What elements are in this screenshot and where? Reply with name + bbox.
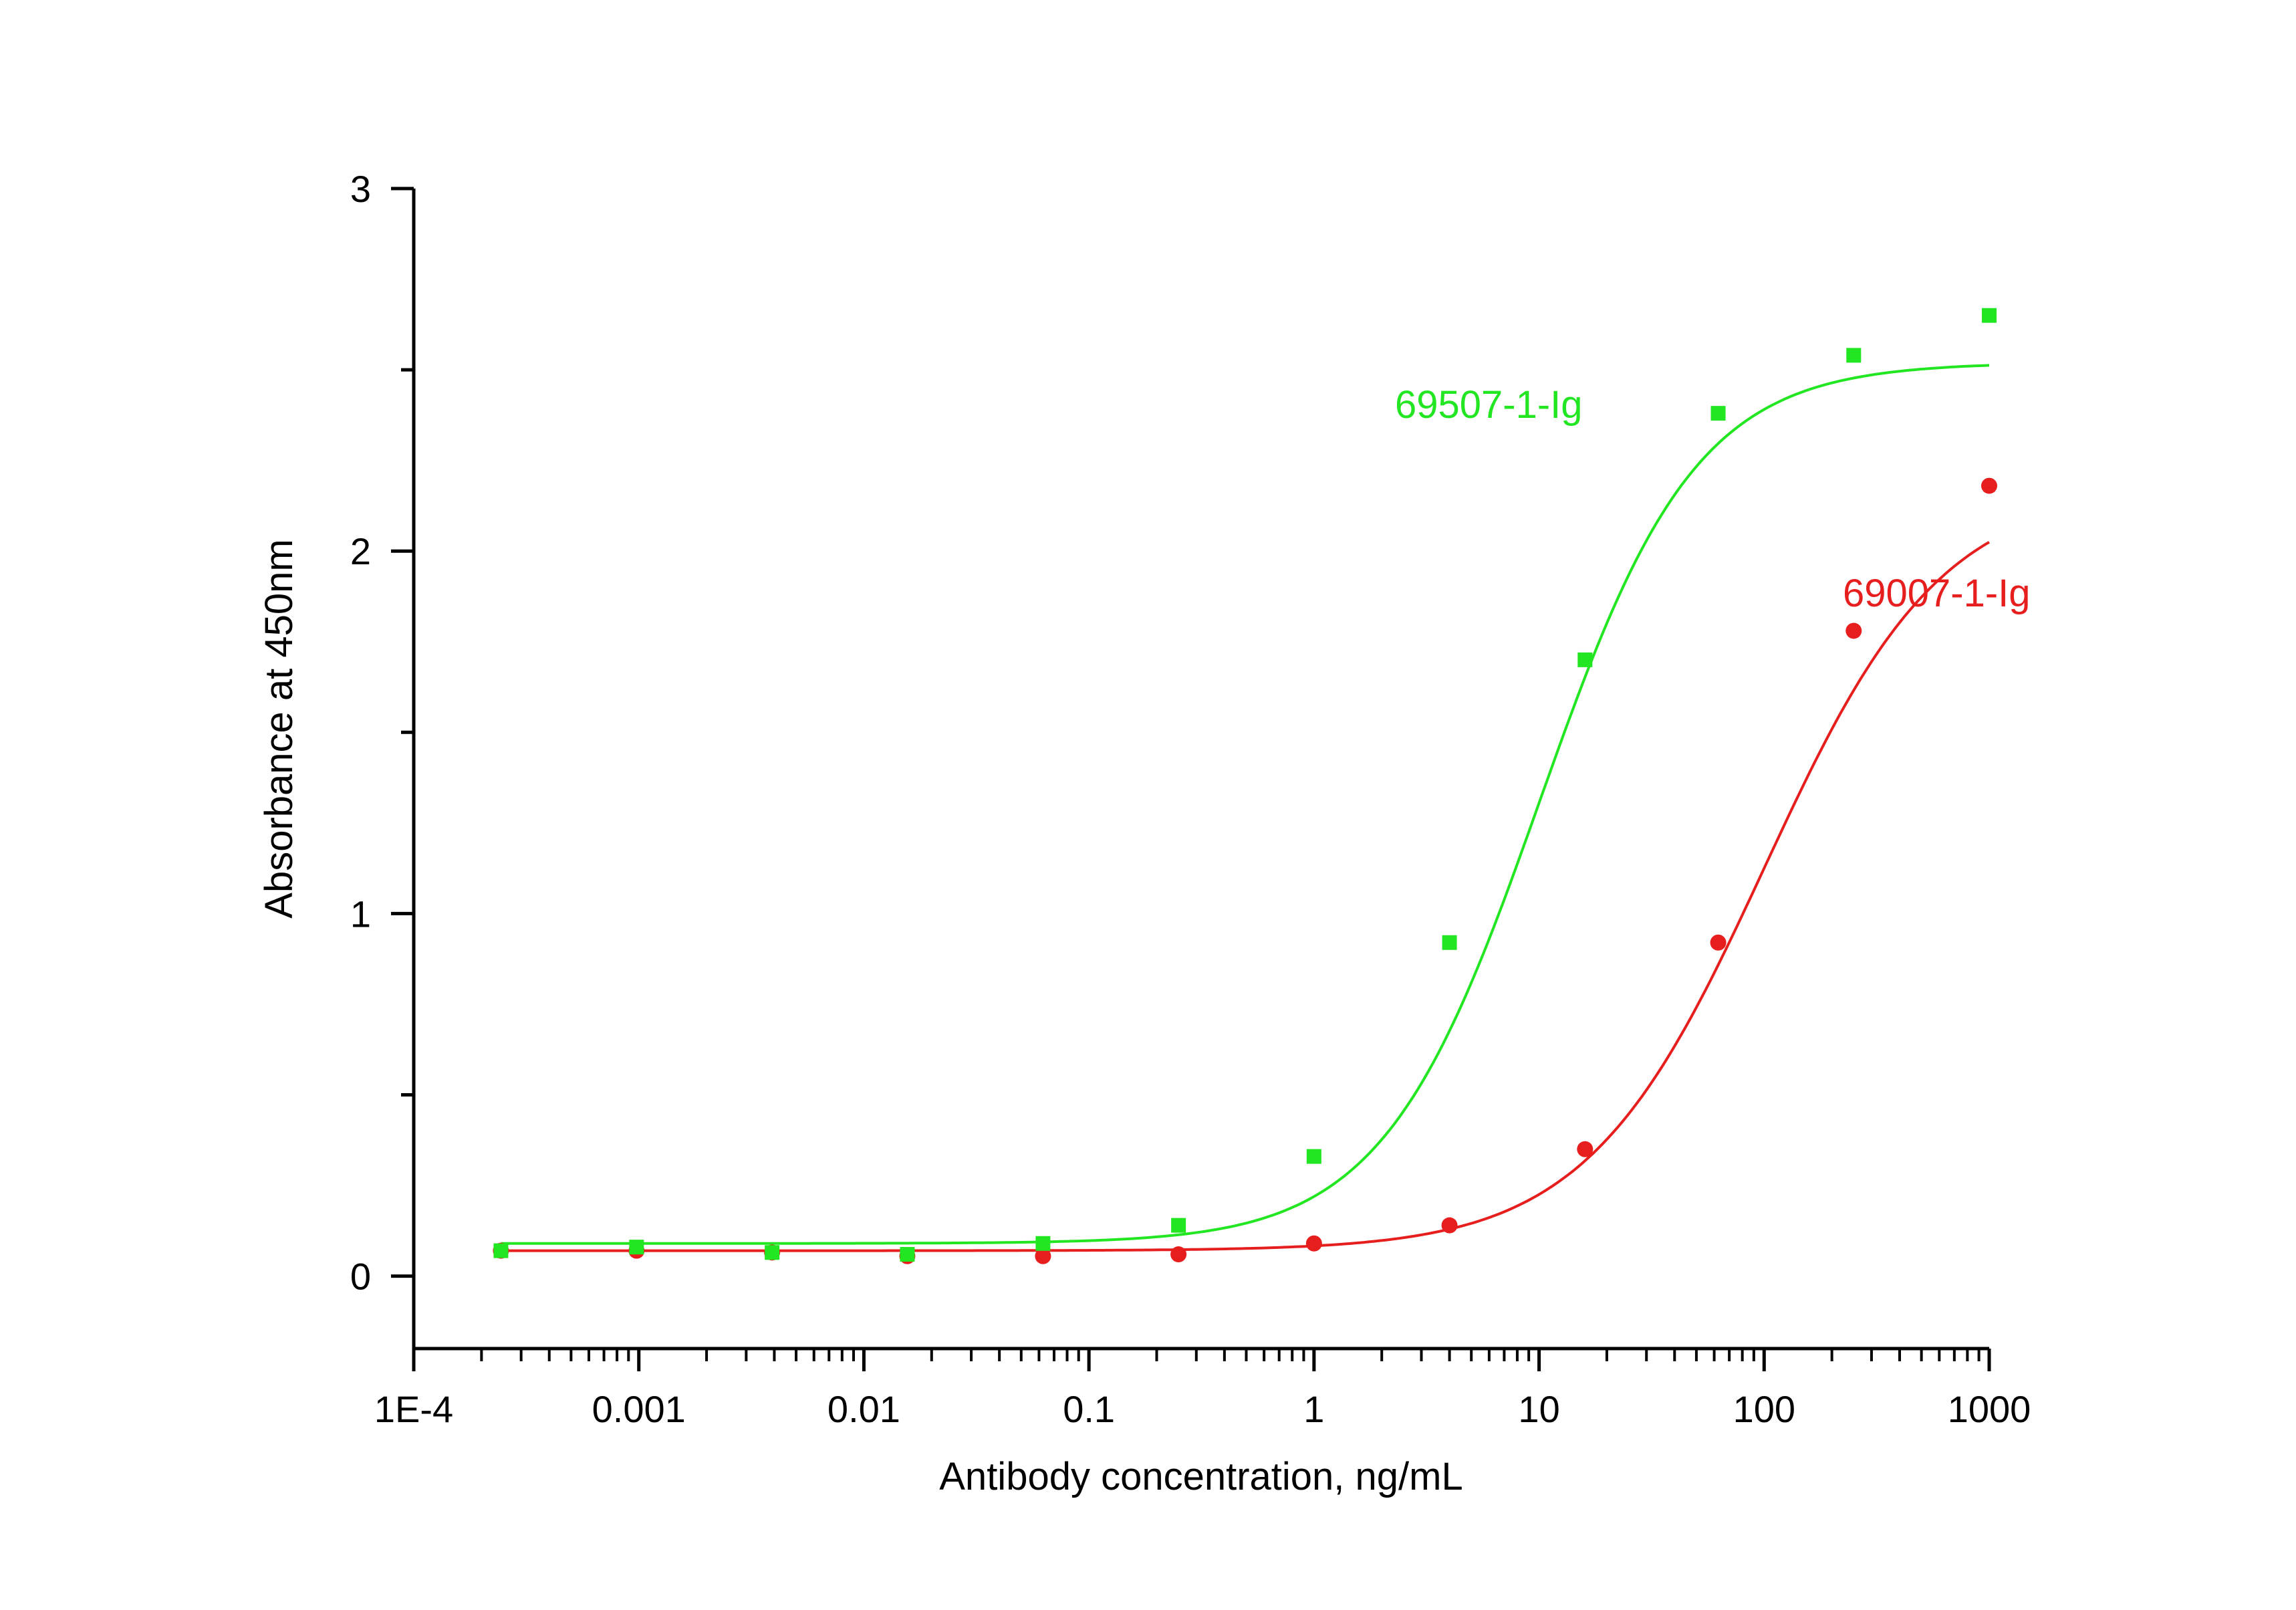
x-tick-label: 0.001 (592, 1388, 686, 1430)
data-points (493, 308, 1997, 1264)
x-tick-label: 1E-4 (374, 1388, 453, 1430)
data-point-square (1171, 1218, 1186, 1233)
data-point-square (1306, 1149, 1321, 1164)
x-tick-label: 100 (1733, 1388, 1795, 1430)
data-point-square (1035, 1236, 1051, 1251)
data-point-circle (1035, 1248, 1051, 1264)
data-point-circle (1710, 934, 1727, 951)
series-label-69007: 69007-1-Ig (1843, 572, 2031, 615)
fit-curve-69007 (501, 541, 1991, 1252)
series-label-69507: 69507-1-Ig (1395, 383, 1583, 427)
data-point-square (1846, 348, 1862, 363)
x-tick-label: 10 (1518, 1388, 1559, 1430)
x-ticks: 1E-4 0.001 0.01 0.1 1 10 100 1000 (374, 1349, 2031, 1430)
x-tick-label: 0.01 (827, 1388, 900, 1430)
x-tick-label: 1000 (1948, 1388, 2031, 1430)
data-point-square (1710, 406, 1726, 421)
data-point-circle (1305, 1235, 1322, 1252)
data-point-square (1442, 935, 1457, 950)
y-tick-label: 1 (350, 893, 371, 935)
data-point-circle (1981, 477, 1997, 494)
y-ticks: 0 1 2 3 (350, 168, 414, 1298)
data-point-circle (1441, 1217, 1458, 1234)
data-point-square (493, 1243, 509, 1258)
data-point-square (629, 1240, 644, 1255)
x-tick-label: 0.1 (1063, 1388, 1115, 1430)
x-axis-title: Antibody concentration, ng/mL (939, 1455, 1462, 1498)
data-point-square (765, 1245, 780, 1260)
data-point-square (1982, 308, 1997, 323)
y-axis-title: Absorbance at 450nm (257, 539, 301, 918)
data-point-square (1577, 652, 1593, 667)
axes (412, 189, 1989, 1351)
fit-curves (501, 364, 1991, 1252)
x-tick-label: 1 (1303, 1388, 1324, 1430)
data-point-circle (1577, 1141, 1593, 1157)
y-tick-label: 0 (350, 1256, 371, 1298)
data-point-circle (1845, 622, 1862, 639)
y-tick-label: 3 (350, 168, 371, 210)
y-tick-label: 2 (350, 530, 371, 572)
fit-curve-69507 (501, 364, 1990, 1245)
data-point-circle (1170, 1246, 1187, 1263)
data-point-square (900, 1247, 915, 1262)
